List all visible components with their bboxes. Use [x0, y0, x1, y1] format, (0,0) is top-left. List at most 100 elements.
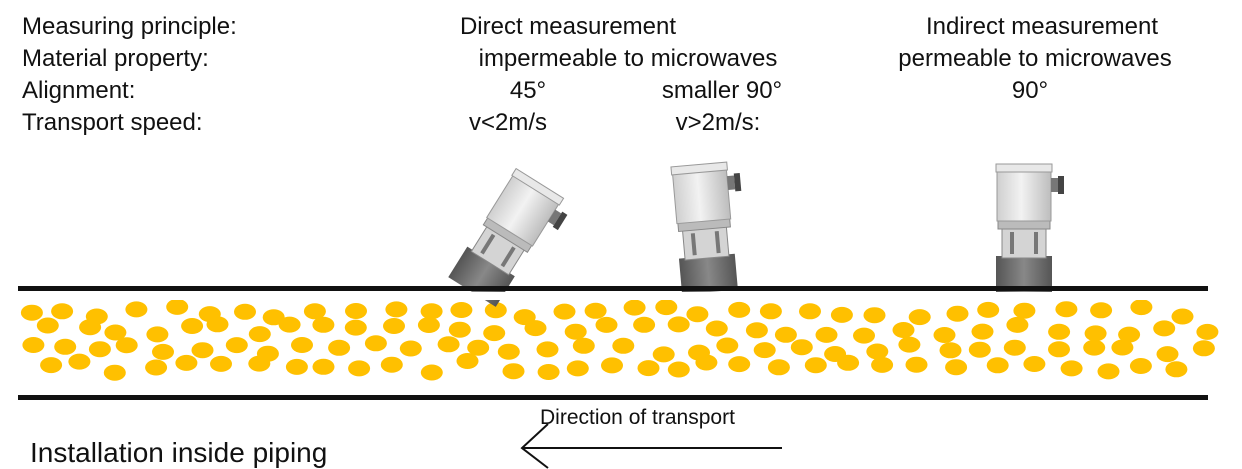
- particle: [686, 306, 709, 323]
- particle: [312, 316, 335, 333]
- particle: [612, 337, 635, 354]
- particle: [36, 317, 59, 334]
- particle: [79, 319, 102, 336]
- particle: [1090, 302, 1113, 319]
- particle: [815, 326, 838, 343]
- particle: [667, 361, 690, 378]
- particle: [364, 335, 387, 352]
- particle: [695, 354, 718, 371]
- particle: [537, 364, 560, 380]
- particle: [502, 363, 525, 380]
- particle: [524, 320, 547, 337]
- particle: [385, 301, 408, 318]
- sensor-tilted: [670, 160, 751, 295]
- particle: [456, 353, 479, 369]
- row-label: Transport speed:: [22, 109, 203, 136]
- caption: Installation inside piping: [30, 437, 327, 468]
- particle: [1118, 326, 1141, 343]
- particle: [1165, 361, 1188, 378]
- particle: [652, 346, 675, 363]
- particle: [225, 337, 248, 354]
- particle: [667, 316, 690, 333]
- principle: Direct measurement: [460, 13, 676, 40]
- particle: [51, 303, 74, 320]
- particle: [303, 303, 326, 320]
- particle: [1156, 346, 1179, 363]
- speed: v>2m/s:: [676, 109, 761, 136]
- particle: [767, 359, 790, 376]
- pipe-mask: [0, 292, 1242, 300]
- particle: [986, 357, 1009, 374]
- particle: [1171, 308, 1194, 325]
- particle: [181, 318, 204, 334]
- particle: [20, 304, 43, 321]
- particle: [1013, 302, 1036, 319]
- particle: [248, 355, 271, 372]
- particle: [1097, 363, 1120, 380]
- particle: [234, 303, 256, 320]
- row-label: Material property:: [22, 45, 209, 72]
- particle: [285, 358, 308, 375]
- particle: [871, 356, 894, 373]
- particle: [450, 302, 473, 318]
- particle: [939, 342, 962, 359]
- particle: [1111, 339, 1134, 356]
- particle: [1048, 323, 1071, 340]
- particle: [1006, 316, 1029, 333]
- particle: [572, 337, 595, 354]
- property: impermeable to microwaves: [479, 45, 778, 72]
- pipe-wall-top: [18, 286, 1208, 291]
- particle: [248, 326, 271, 343]
- particle: [790, 339, 813, 356]
- particle: [799, 303, 821, 320]
- alignment: smaller 90°: [662, 77, 782, 104]
- particle: [104, 324, 127, 341]
- particle: [933, 327, 956, 343]
- particle: [437, 336, 460, 353]
- direct-column: Direct measurement impermeable to microw…: [460, 13, 782, 136]
- labels: Measuring principle: Material property: …: [22, 13, 237, 136]
- transport-arrow: [520, 423, 782, 469]
- particle: [753, 342, 776, 359]
- particle: [536, 341, 559, 358]
- particle: [946, 305, 969, 322]
- particle: [262, 309, 285, 326]
- particle: [383, 318, 405, 334]
- particle: [905, 356, 928, 373]
- particle: [853, 327, 875, 344]
- particle: [908, 309, 931, 326]
- particle: [564, 323, 587, 340]
- particle: [623, 299, 646, 316]
- particle: [145, 359, 168, 376]
- particle: [22, 337, 45, 353]
- particle: [206, 316, 229, 333]
- sensor-90: [995, 163, 1065, 293]
- particle: [1083, 339, 1106, 356]
- particle: [278, 316, 301, 333]
- particle: [971, 323, 994, 340]
- particle: [728, 301, 751, 318]
- particle: [584, 302, 607, 319]
- particle: [1048, 341, 1070, 358]
- speed: v<2m/s: [469, 109, 547, 136]
- particle: [1003, 339, 1026, 356]
- particle: [705, 320, 728, 337]
- particle: [977, 301, 1000, 318]
- particle: [40, 357, 63, 374]
- particle: [863, 307, 886, 324]
- particle: [898, 336, 921, 353]
- particle: [175, 354, 198, 371]
- particle: [166, 298, 189, 315]
- particle: [483, 325, 506, 342]
- particle: [54, 338, 77, 355]
- particle: [716, 337, 739, 354]
- row-label: Alignment:: [22, 77, 135, 104]
- particle: [1192, 340, 1215, 357]
- particle: [745, 322, 768, 339]
- particle: [866, 343, 889, 360]
- particle: [467, 339, 490, 356]
- particle: [497, 343, 520, 360]
- particle: [448, 321, 471, 338]
- material-particles: [20, 298, 1219, 381]
- particle: [837, 354, 860, 371]
